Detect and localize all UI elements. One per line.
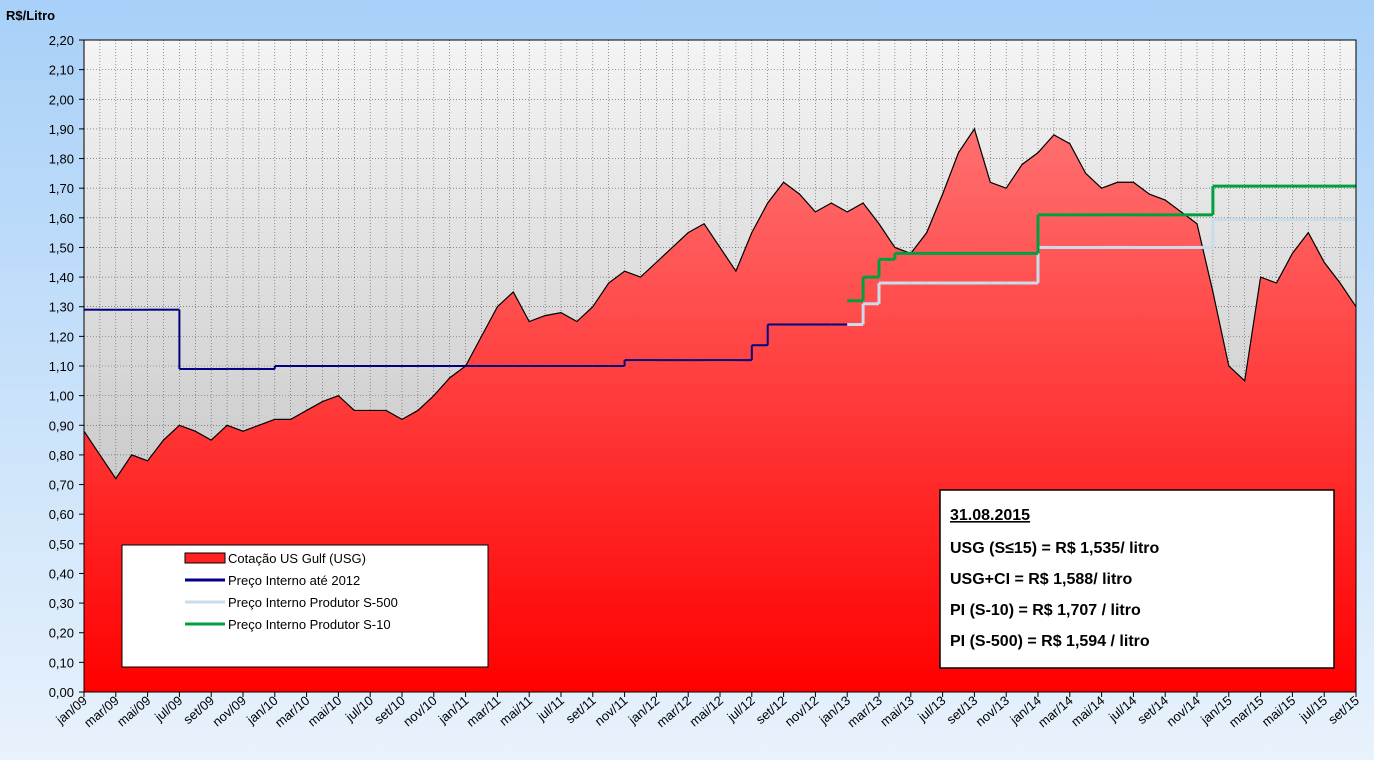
y-tick-label: 0,00	[49, 685, 74, 700]
y-tick-label: 0,60	[49, 507, 74, 522]
annotation-line: USG (S≤15) = R$ 1,535/ litro	[950, 540, 1160, 557]
y-tick-label: 1,40	[49, 270, 74, 285]
y-tick-label: 0,80	[49, 448, 74, 463]
y-tick-label: 1,00	[49, 389, 74, 404]
annotation-title: 31.08.2015	[950, 507, 1030, 524]
y-tick-label: 0,20	[49, 626, 74, 641]
y-tick-label: 1,10	[49, 359, 74, 374]
y-tick-label: 0,30	[49, 596, 74, 611]
y-tick-label: 2,10	[49, 63, 74, 78]
y-axis-label: R$/Litro	[6, 8, 55, 23]
y-tick-label: 1,20	[49, 329, 74, 344]
annotation-line: USG+CI = R$ 1,588/ litro	[950, 571, 1133, 588]
plot-border	[83, 39, 1357, 693]
y-tick-label: 0,70	[49, 478, 74, 493]
annotation-line: PI (S-500) = R$ 1,594 / litro	[950, 633, 1150, 650]
legend: Cotação US Gulf (USG) Preço Interno até 2…	[121, 544, 489, 668]
annotation-line: PI (S-10) = R$ 1,707 / litro	[950, 602, 1141, 619]
legend-swatch	[184, 552, 226, 564]
y-tick-label: 0,40	[49, 566, 74, 581]
y-tick-label: 1,60	[49, 211, 74, 226]
legend-label: Preço Interno até 2012	[228, 573, 360, 588]
y-tick-label: 1,80	[49, 152, 74, 167]
y-tick-label: 2,20	[49, 33, 74, 48]
y-tick-label: 2,00	[49, 92, 74, 107]
y-tick-label: 1,90	[49, 122, 74, 137]
y-tick-label: 0,50	[49, 537, 74, 552]
area-outline	[83, 127, 1357, 480]
legend-label: Cotação US Gulf (USG)	[228, 551, 366, 566]
legend-box	[121, 544, 489, 668]
y-tick-label: 0,10	[49, 655, 74, 670]
y-tick-label: 1,70	[49, 181, 74, 196]
annotation: 31.08.2015 USG (S≤15) = R$ 1,535/ litro U…	[939, 489, 1335, 669]
annotation-box	[939, 489, 1335, 669]
legend-label: Preço Interno Produtor S-500	[228, 595, 398, 610]
y-tick-label: 1,30	[49, 300, 74, 315]
y-tick-label: 1,50	[49, 240, 74, 255]
y-tick-label: 0,90	[49, 418, 74, 433]
legend-label: Preço Interno Produtor S-10	[228, 617, 391, 632]
